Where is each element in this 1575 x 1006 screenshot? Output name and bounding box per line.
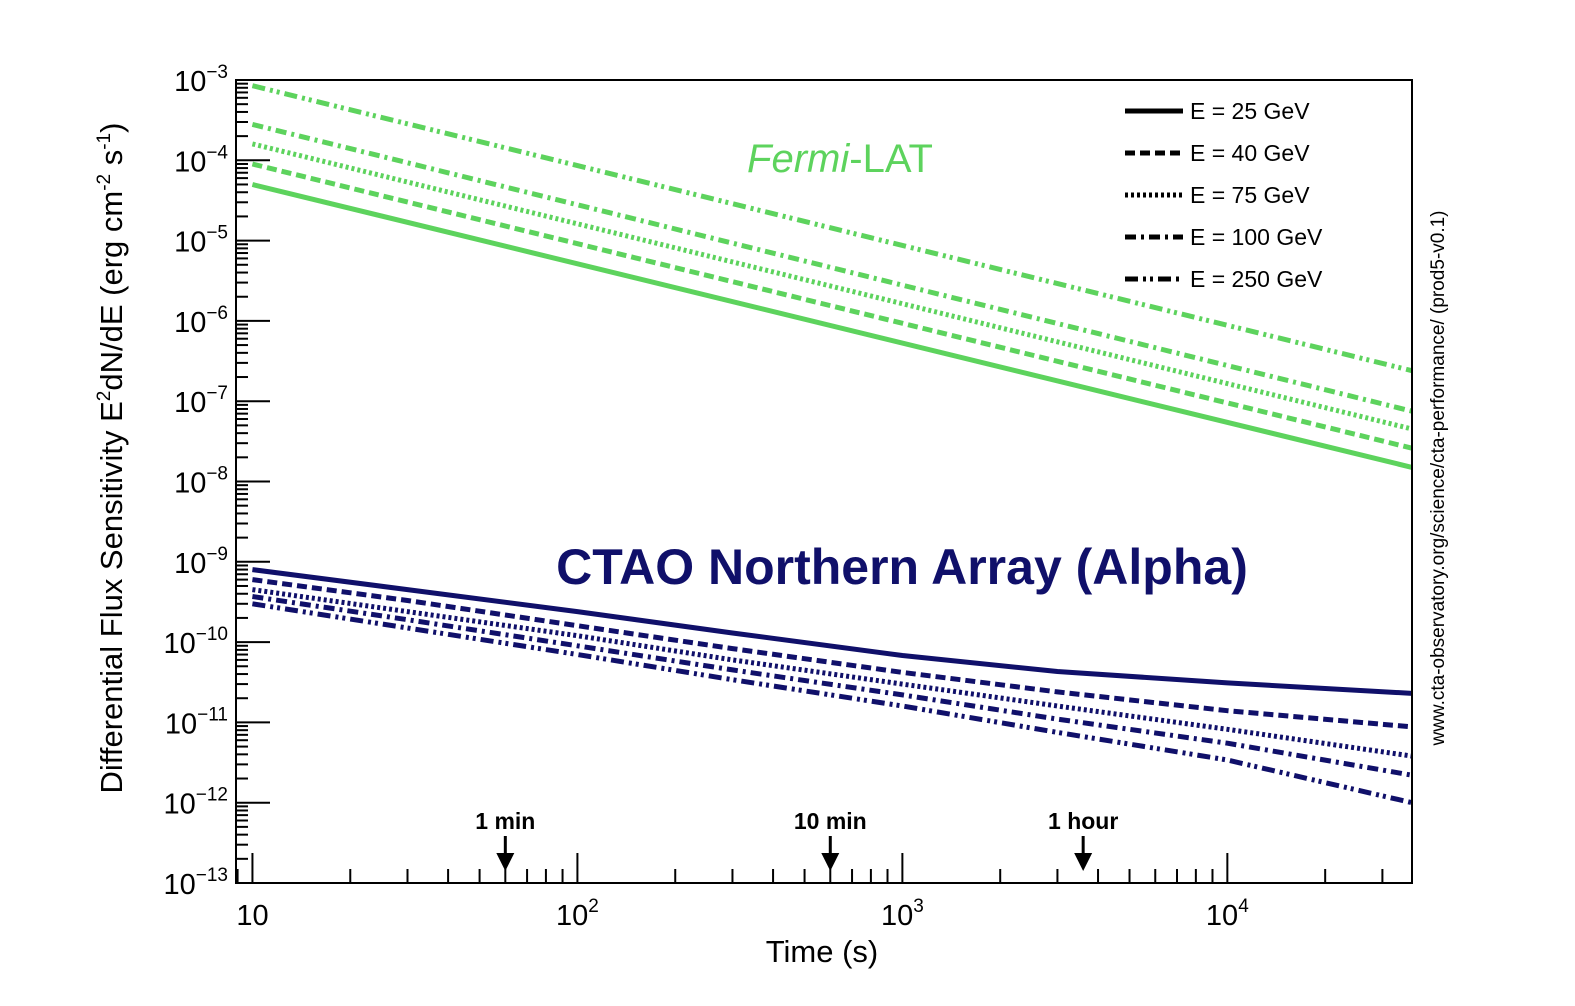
- y-axis-label: Differential Flux Sensitivity E2dN/dE (e…: [94, 123, 129, 794]
- series-line-fermi-lat-e-100-gev: [251, 121, 1413, 414]
- time-marker-group: 1 min 10 min 1 hour: [475, 808, 1118, 871]
- fermi-lat-label: Fermi-LAT: [747, 137, 933, 181]
- legend-label: E = 250 GeV: [1190, 266, 1323, 292]
- series-line-ctao-e-250-gev: [252, 601, 1413, 806]
- legend-label: E = 40 GeV: [1190, 140, 1310, 166]
- y-tick-label: 10−4: [174, 142, 228, 178]
- y-tick-label: 10−5: [174, 223, 228, 259]
- series-line-fermi-lat-e-40-gev: [251, 161, 1413, 451]
- time-marker-arrow: [821, 853, 840, 871]
- y-tick-label: 10−10: [164, 624, 229, 660]
- time-marker-label: 1 min: [475, 808, 535, 834]
- time-marker-label: 10 min: [794, 808, 867, 834]
- y-tick-label: 10−9: [174, 544, 228, 580]
- series-line-fermi-lat-e-75-gev: [251, 141, 1413, 432]
- y-tick-label: 10−12: [164, 785, 229, 821]
- x-axis-label: Time (s): [766, 934, 879, 969]
- legend-label: E = 75 GeV: [1190, 182, 1310, 208]
- minor-tick-group: [236, 82, 1384, 883]
- y-tick-label: 10−6: [174, 303, 228, 339]
- tick-label-group: 10−3 10−4 10−5 10−6 10−7 10−8 10−9 10−10 10−11 10…: [164, 62, 1250, 932]
- series-line-ctao-e-25-gev: [252, 567, 1413, 696]
- series-line-ctao-e-100-gev: [252, 594, 1413, 778]
- series-line-ctao-e-40-gev: [252, 577, 1413, 730]
- y-tick-label: 10−11: [165, 704, 228, 740]
- ctao-label: CTAO Northern Array (Alpha): [556, 539, 1248, 595]
- y-tick-label: 10−8: [174, 464, 228, 500]
- legend-label: E = 25 GeV: [1190, 98, 1310, 124]
- series-layer: [251, 83, 1413, 806]
- y-tick-label: 10−7: [174, 383, 228, 419]
- legend-label: E = 100 GeV: [1190, 224, 1323, 250]
- time-marker-arrow: [1074, 853, 1093, 871]
- major-tick-group: [236, 79, 1229, 884]
- x-tick-label: 104: [1206, 896, 1249, 932]
- x-tick-label: 10: [236, 900, 268, 932]
- time-marker-arrow: [496, 853, 515, 871]
- legend: E = 25 GeV E = 40 GeV E = 75 GeV E = 100 Ge…: [1125, 98, 1323, 292]
- credit-url: www.cta-observatory.org/science/cta-perf…: [1428, 210, 1449, 746]
- y-tick-label: 10−13: [164, 865, 229, 901]
- x-tick-label: 103: [881, 896, 924, 932]
- series-line-fermi-lat-e-250-gev: [251, 83, 1413, 374]
- time-marker-label: 1 hour: [1048, 808, 1118, 834]
- x-tick-label: 102: [556, 896, 599, 932]
- series-line-fermi-lat-e-25-gev: [251, 182, 1413, 470]
- y-tick-label: 10−3: [174, 62, 228, 98]
- series-line-ctao-e-75-gev: [252, 587, 1413, 759]
